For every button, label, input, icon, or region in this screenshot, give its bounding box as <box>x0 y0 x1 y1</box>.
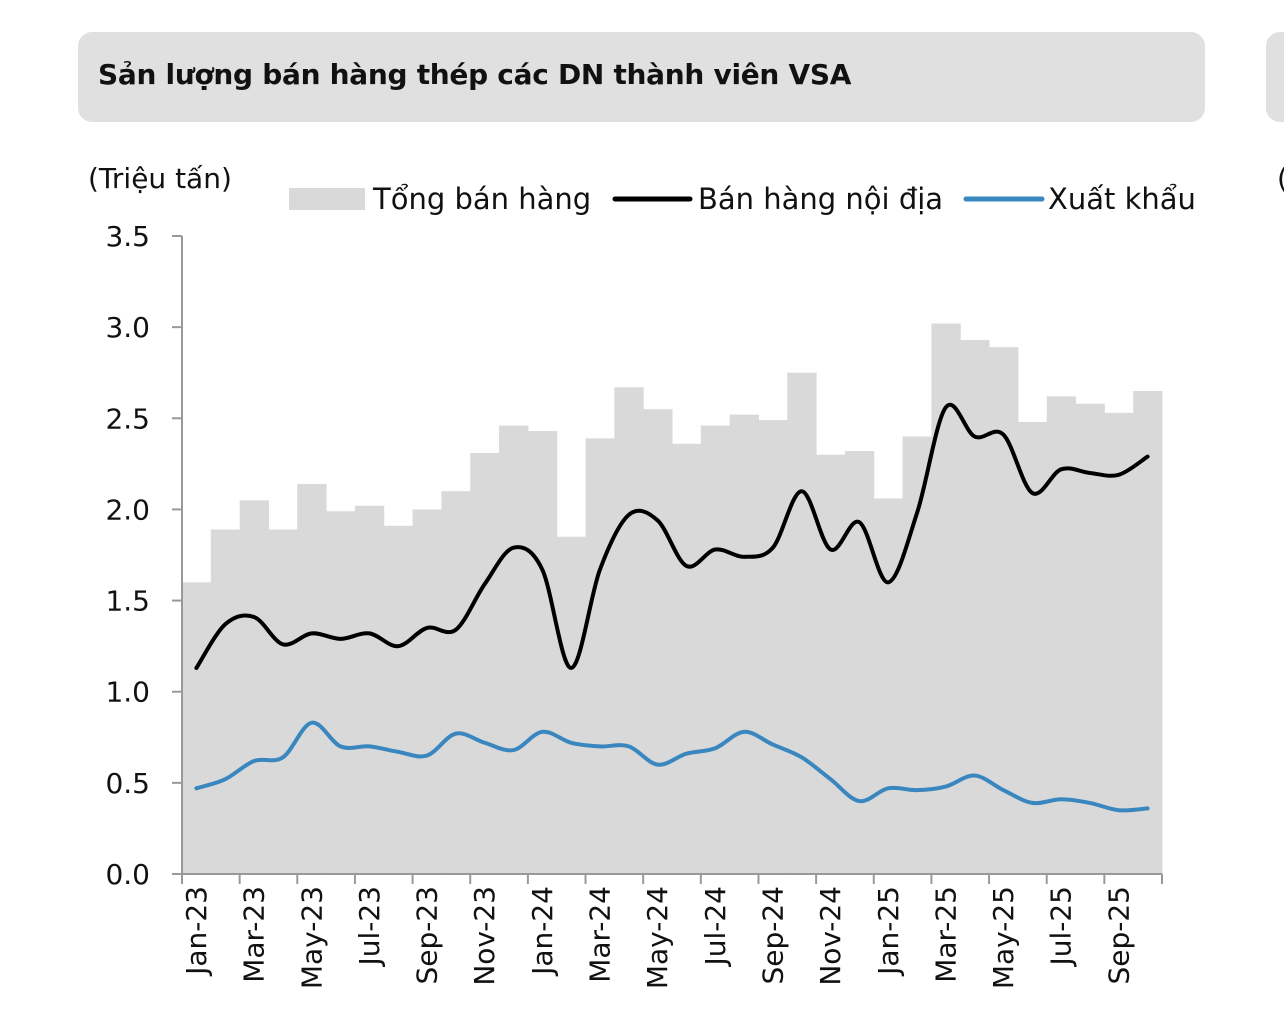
y-tick-label: 0.0 <box>105 858 150 891</box>
bar-Mar-23 <box>239 500 269 874</box>
bar-May-23 <box>297 483 327 874</box>
chart-title-box: Sản lượng bán hàng thép các DN thành viê… <box>78 32 1205 122</box>
bar-Jan-24 <box>527 431 558 874</box>
bar-Feb-25 <box>902 436 932 874</box>
line-export <box>194 720 1150 813</box>
bar-Sep-25 <box>1104 412 1134 874</box>
x-tick-label: Nov-23 <box>468 886 501 986</box>
bar-Oct-23 <box>441 491 471 874</box>
y-tick-label: 0.5 <box>105 767 150 800</box>
x-tick-label: Mar-25 <box>929 886 962 983</box>
x-tick-label: Jan-24 <box>526 886 559 977</box>
line-domestic <box>194 402 1150 671</box>
x-tick-label: Jul-23 <box>353 886 386 968</box>
bar-Sep-23 <box>412 509 442 874</box>
x-tick-label: Mar-23 <box>238 886 271 983</box>
y-tick-label: 3.0 <box>105 311 150 344</box>
bar-Aug-23 <box>383 525 414 874</box>
y-tick-label: 2.0 <box>105 493 150 526</box>
bar-Aug-24 <box>729 414 759 874</box>
bar-Apr-24 <box>614 387 644 874</box>
x-tick-label: Jul-24 <box>699 886 732 968</box>
bar-Jul-23 <box>354 505 385 874</box>
y-tick-label: 1.0 <box>105 676 150 709</box>
bar-Feb-24 <box>556 536 587 874</box>
bar-Nov-23 <box>470 452 500 874</box>
bar-Apr-25 <box>960 339 990 875</box>
y-axis-unit: (Triệu tấn) <box>88 162 232 195</box>
x-tick-label: May-23 <box>295 886 328 989</box>
bar-Oct-25 <box>1133 390 1163 874</box>
legend-label-domestic: Bán hàng nội địa <box>698 182 943 216</box>
x-tick-label: Sep-23 <box>411 886 444 985</box>
adjacent-panel-edge <box>1266 32 1284 122</box>
y-tick-label: 3.5 <box>105 220 150 253</box>
legend-swatch-total <box>289 188 365 210</box>
bar-Jun-23 <box>326 511 356 874</box>
x-tick-label: May-24 <box>641 886 674 989</box>
bar-Nov-24 <box>816 454 846 874</box>
bar-Dec-24 <box>844 451 875 874</box>
legend-label-total: Tổng bán hàng <box>372 182 591 216</box>
x-tick-label: Sep-25 <box>1102 886 1135 985</box>
bar-Dec-23 <box>499 425 529 874</box>
x-tick-label: Jul-25 <box>1045 886 1078 968</box>
y-tick-label: 2.5 <box>105 402 150 435</box>
chart-title: Sản lượng bán hàng thép các DN thành viê… <box>98 58 852 91</box>
x-tick-label: Jan-25 <box>872 886 905 977</box>
x-tick-label: Jan-23 <box>180 886 213 977</box>
bar-Feb-23 <box>210 529 241 874</box>
bar-Jul-24 <box>700 425 731 874</box>
bar-Apr-23 <box>268 529 298 874</box>
x-tick-label: Mar-24 <box>584 886 617 983</box>
bar-Mar-24 <box>585 438 615 874</box>
bar-Jan-23 <box>182 582 212 874</box>
bar-Sep-24 <box>758 420 788 874</box>
x-tick-label: Sep-24 <box>756 886 789 985</box>
bar-May-24 <box>643 409 673 874</box>
bar-Jan-25 <box>873 498 904 874</box>
legend-label-export: Xuất khẩu <box>1048 182 1196 216</box>
bar-Aug-25 <box>1075 403 1105 874</box>
bar-Oct-24 <box>787 372 817 874</box>
x-tick-label: May-25 <box>987 886 1020 989</box>
bar-Jun-24 <box>672 443 702 874</box>
adjacent-panel-text: ( <box>1277 162 1284 195</box>
x-tick-label: Nov-24 <box>814 886 847 986</box>
y-tick-label: 1.5 <box>105 585 150 618</box>
